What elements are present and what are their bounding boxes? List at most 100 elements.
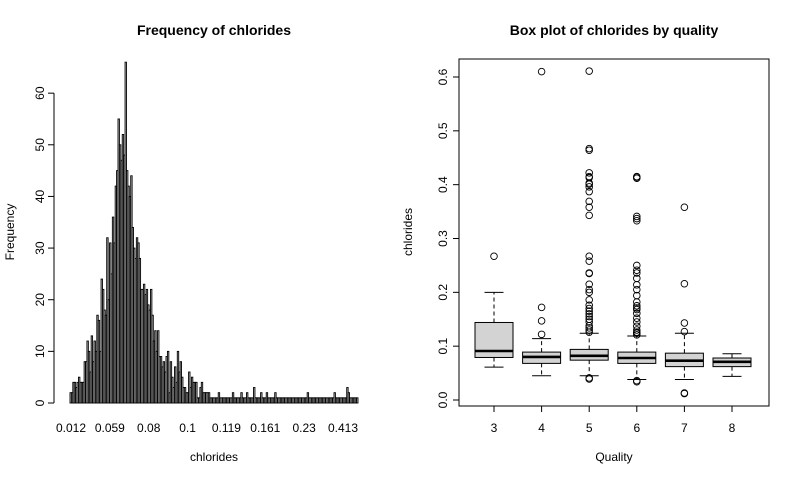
boxplot-outlier bbox=[633, 322, 641, 330]
boxplot-outlier bbox=[585, 183, 593, 191]
boxplot-outlier bbox=[585, 326, 593, 334]
histogram-y-tick-label: 50 bbox=[33, 138, 47, 152]
boxplot-outlier bbox=[633, 326, 641, 334]
boxplot-outlier bbox=[633, 318, 641, 326]
histogram-x-tick-label: 0.059 bbox=[95, 421, 125, 435]
boxplot-x-tick-label: 8 bbox=[729, 421, 736, 435]
boxplot-outlier bbox=[585, 146, 593, 154]
boxplot-outlier bbox=[633, 304, 641, 312]
histogram-chart: Frequency of chlorides chlorides Frequen… bbox=[3, 22, 359, 464]
boxplot-outlier bbox=[633, 261, 641, 270]
boxplot-outlier bbox=[633, 314, 641, 322]
boxplot-outlier bbox=[633, 269, 641, 277]
boxplot-outlier bbox=[585, 324, 593, 332]
histogram-x-tick-label: 0.012 bbox=[56, 421, 86, 435]
boxplot-y-tick-label: 0.0 bbox=[436, 391, 450, 408]
boxplot-outlier bbox=[585, 296, 593, 304]
boxplot-outlier bbox=[537, 330, 546, 339]
boxplot-y-tick-label: 0.6 bbox=[436, 68, 450, 85]
boxplot-y-tick-label: 0.4 bbox=[436, 176, 450, 193]
histogram-x-tick-label: 0.08 bbox=[137, 421, 161, 435]
boxplot-outlier bbox=[633, 291, 641, 300]
boxplot-outlier bbox=[585, 304, 593, 313]
boxplot-outlier bbox=[585, 307, 593, 315]
boxplot-outlier bbox=[633, 216, 641, 225]
boxplot-outlier bbox=[537, 67, 546, 76]
histogram-bars bbox=[69, 61, 359, 404]
histogram-x-label: chlorides bbox=[190, 450, 238, 464]
histogram-x-tick-label: 0.1 bbox=[179, 421, 196, 435]
histogram-y-tick-label: 30 bbox=[33, 241, 47, 255]
histogram-bar bbox=[166, 350, 170, 404]
histogram-y-tick-label: 60 bbox=[33, 86, 47, 100]
boxplot-outlier bbox=[633, 214, 641, 223]
boxplot-outlier bbox=[680, 279, 689, 288]
histogram-bar bbox=[356, 397, 359, 404]
boxplot-outlier bbox=[585, 301, 593, 310]
boxplot-x-tick-label: 3 bbox=[491, 421, 498, 435]
histogram-y-label: Frequency bbox=[3, 204, 17, 261]
boxplot-x-tick-label: 7 bbox=[681, 421, 688, 435]
histogram-x-tick-label: 0.413 bbox=[328, 421, 358, 435]
histogram-bar bbox=[253, 387, 256, 404]
histogram-x-tick-label: 0.23 bbox=[292, 421, 316, 435]
boxplot-outlier bbox=[585, 187, 593, 196]
boxplot-outlier bbox=[633, 376, 641, 385]
boxplot-y-axis: 0.0 0.1 0.2 0.3 0.4 0.5 0.6 bbox=[436, 68, 460, 408]
histogram-y-tick-label: 10 bbox=[33, 344, 47, 358]
boxplot-title: Box plot of chlorides by quality bbox=[510, 22, 719, 38]
boxplot-outlier bbox=[585, 169, 593, 177]
histogram-y-tick-label: 0 bbox=[33, 399, 47, 406]
boxplot-y-tick-label: 0.2 bbox=[436, 284, 450, 301]
boxplot-outlier bbox=[633, 281, 641, 289]
boxplot-y-tick-label: 0.3 bbox=[436, 230, 450, 247]
histogram-x-axis: 0.012 0.059 0.08 0.1 0.119 0.161 0.23 0.413 bbox=[56, 421, 358, 435]
boxplot-group bbox=[474, 252, 514, 368]
boxplot-outlier bbox=[633, 305, 641, 314]
boxplot-x-tick-label: 5 bbox=[586, 421, 593, 435]
boxplot-outlier bbox=[585, 252, 593, 261]
boxplot-group bbox=[664, 203, 704, 398]
boxplot-group bbox=[569, 67, 609, 383]
boxplot-outlier bbox=[633, 302, 641, 310]
boxplot-outlier bbox=[585, 288, 593, 297]
boxplot-outlier bbox=[633, 172, 641, 181]
boxplot-outlier bbox=[585, 315, 593, 324]
boxplot-outlier bbox=[585, 172, 593, 181]
boxplot-outlier bbox=[585, 211, 593, 220]
boxplot-x-tick-label: 6 bbox=[633, 421, 640, 435]
boxplot-outlier bbox=[585, 67, 593, 75]
boxplot-outlier bbox=[633, 266, 641, 275]
boxplot-outlier bbox=[680, 203, 689, 212]
boxplot-outlier bbox=[585, 144, 593, 153]
boxplot-outlier bbox=[585, 310, 593, 318]
boxplot-outlier bbox=[585, 269, 593, 277]
boxplot-outlier bbox=[585, 312, 593, 321]
boxplot-outlier bbox=[680, 327, 689, 336]
histogram-y-tick-label: 20 bbox=[33, 293, 47, 307]
boxplot-chart: Box plot of chlorides by quality Quality… bbox=[401, 22, 770, 464]
boxplot-outlier bbox=[680, 389, 689, 397]
boxplot-y-label: chlorides bbox=[401, 208, 415, 256]
boxplot-outlier bbox=[633, 328, 641, 336]
boxplot-outlier bbox=[490, 252, 498, 261]
boxplot-outlier bbox=[633, 285, 641, 294]
histogram-title: Frequency of chlorides bbox=[137, 22, 291, 38]
boxplot-y-tick-label: 0.1 bbox=[436, 338, 450, 355]
boxplot-y-tick-label: 0.5 bbox=[436, 122, 450, 139]
boxplot-outlier bbox=[537, 317, 546, 325]
boxplot-outlier bbox=[585, 285, 593, 294]
boxplot-outlier bbox=[633, 274, 641, 283]
histogram-y-tick-label: 40 bbox=[33, 189, 47, 203]
boxplot-outlier bbox=[585, 280, 593, 289]
boxplot-outlier bbox=[537, 303, 546, 312]
boxplot-outlier bbox=[585, 203, 593, 212]
boxplot-x-label: Quality bbox=[595, 450, 632, 464]
histogram-y-axis: 0 10 20 30 40 50 60 bbox=[33, 86, 55, 406]
boxplot-group bbox=[617, 172, 657, 386]
boxplot-outlier bbox=[633, 212, 641, 221]
boxplot-outlier bbox=[585, 257, 593, 265]
boxplot-outlier bbox=[633, 309, 641, 318]
